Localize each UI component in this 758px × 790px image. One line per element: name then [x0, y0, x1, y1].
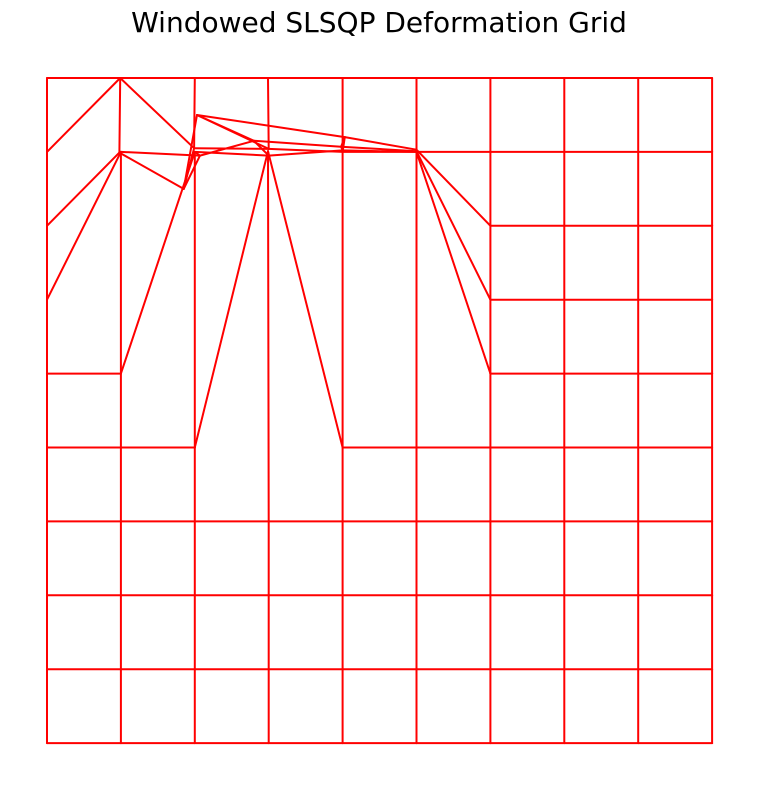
grid-segment-h-4-2 — [193, 150, 270, 157]
grid-segment-v-1-1 — [118, 77, 122, 154]
grid-segment-v-3-3 — [252, 139, 270, 157]
grid-segment-h-2-0 — [46, 151, 121, 227]
grid-segment-v-2-4 — [340, 136, 346, 148]
page-title: Windowed SLSQP Deformation Grid — [131, 6, 627, 39]
grid-segment-v-2-3 — [196, 114, 255, 142]
grid-segment-h-3-4 — [340, 145, 418, 153]
grid-segment-h-2-3 — [196, 114, 346, 139]
grid-segment-h-3-3 — [252, 139, 343, 148]
grid-segment-h-4-5 — [415, 150, 492, 375]
grid-segment-h-3-0 — [46, 150, 122, 301]
grid-segment-v-5-3 — [267, 150, 270, 523]
grid-segment-h-5-2 — [193, 150, 269, 449]
grid-segment-h-3-5 — [415, 150, 492, 301]
grid-segment-h-1-0 — [46, 77, 122, 153]
grid-segment-h-5-3 — [267, 150, 344, 449]
grid-segment-h-1-1 — [119, 77, 196, 150]
grid-segment-h-2-4 — [343, 136, 418, 151]
grid-segment-v-0-2 — [193, 77, 196, 150]
grid-segment-h-2-5 — [415, 148, 492, 227]
grid-segment-h-1-2 — [193, 147, 270, 150]
grid-segment-h-2-1 — [118, 151, 185, 190]
grid-segment-h-4-1 — [119, 150, 196, 375]
grid-segment-h-3-1 — [119, 150, 201, 157]
grid-segment-v-1-2 — [182, 147, 196, 190]
grid-segment-h-4-4 — [341, 149, 418, 153]
grid-segment-h-4-3 — [267, 149, 344, 157]
grid-segment-v-0-3 — [267, 77, 270, 150]
grid-segment-v-2-2 — [182, 154, 201, 190]
